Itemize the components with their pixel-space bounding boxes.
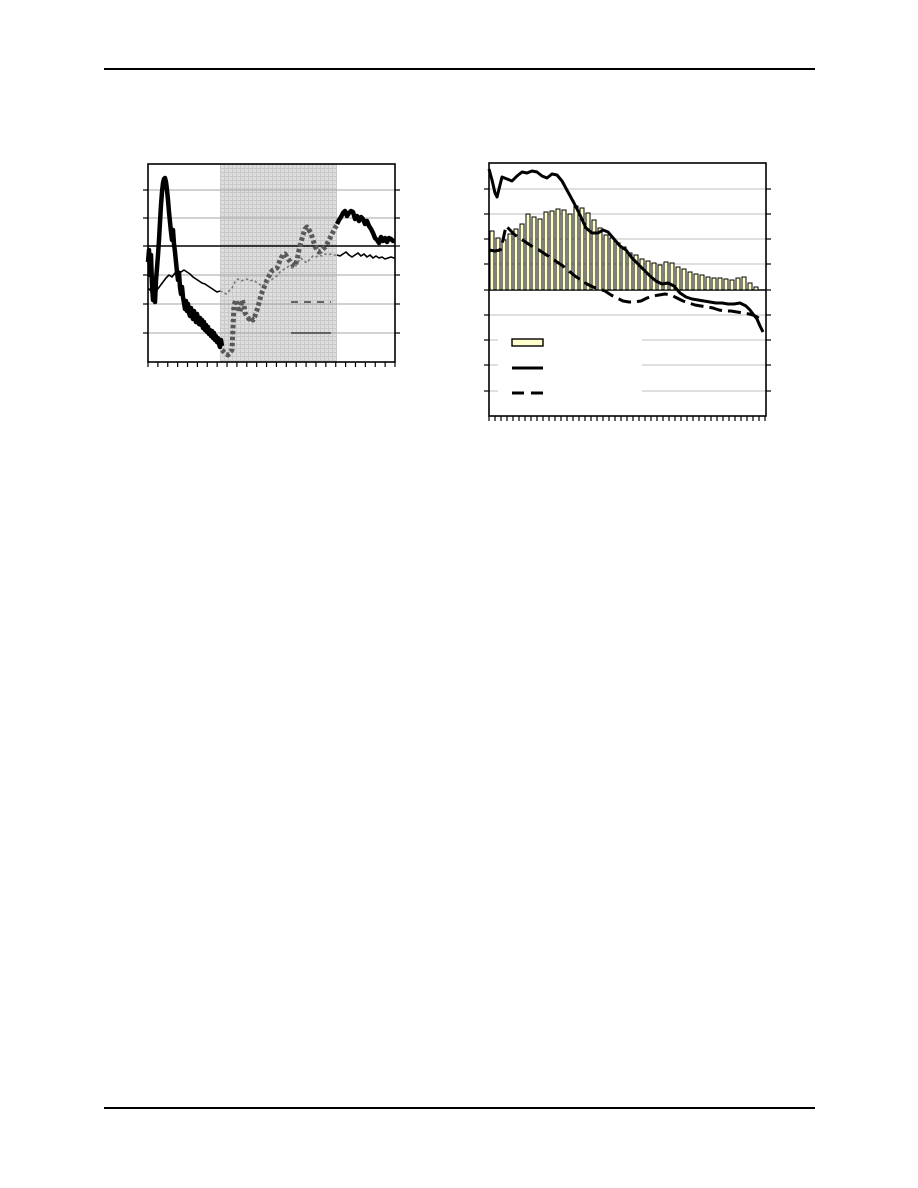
bars (489, 205, 759, 291)
bar (741, 276, 747, 291)
bar (609, 237, 615, 291)
bar (549, 210, 555, 291)
bar (579, 207, 585, 291)
bar (567, 213, 573, 291)
bar (531, 216, 537, 291)
bar (663, 261, 669, 291)
bar (717, 277, 723, 291)
solid-line (487, 168, 765, 333)
bar (735, 277, 741, 291)
bar (669, 262, 675, 291)
bar (657, 264, 663, 291)
bar (621, 246, 627, 291)
thick-line-shaded-period (220, 223, 340, 358)
bar (507, 233, 513, 291)
bar (639, 258, 645, 291)
bar (501, 239, 507, 291)
bar (597, 227, 603, 291)
bar (633, 254, 639, 291)
bar (693, 273, 699, 291)
thin-line-after (336, 251, 395, 260)
thick-line-actual (145, 175, 225, 350)
bar (591, 219, 597, 291)
bar (711, 277, 717, 291)
bar (687, 271, 693, 291)
bar (555, 208, 561, 291)
bar (561, 209, 567, 291)
axis-ticks (484, 188, 771, 421)
bar (753, 286, 759, 291)
bar (705, 276, 711, 291)
dashed-line (488, 224, 764, 323)
bar (519, 223, 525, 291)
bar (585, 212, 591, 291)
header-rule (104, 68, 815, 70)
bar (537, 218, 543, 291)
thin-line-actual (147, 269, 221, 293)
legend-bar-swatch (511, 338, 544, 347)
bar (495, 237, 501, 291)
legend-box (498, 322, 642, 408)
bar (603, 234, 609, 291)
bar (675, 266, 681, 291)
bar (615, 242, 621, 291)
bar (699, 274, 705, 291)
right-chart (484, 162, 771, 421)
axis-ticks (143, 189, 400, 367)
bar (543, 211, 549, 291)
footer-rule (104, 1107, 815, 1109)
bar (681, 268, 687, 291)
bar (729, 279, 735, 291)
bar (747, 282, 753, 291)
legend (511, 338, 544, 395)
left-chart (143, 163, 400, 367)
plot-border (147, 163, 396, 363)
bar (513, 228, 519, 291)
bar (723, 278, 729, 291)
thick-line-after (334, 208, 396, 246)
bar (489, 230, 495, 291)
thin-line-shaded-period (219, 253, 337, 295)
bar (525, 213, 531, 291)
